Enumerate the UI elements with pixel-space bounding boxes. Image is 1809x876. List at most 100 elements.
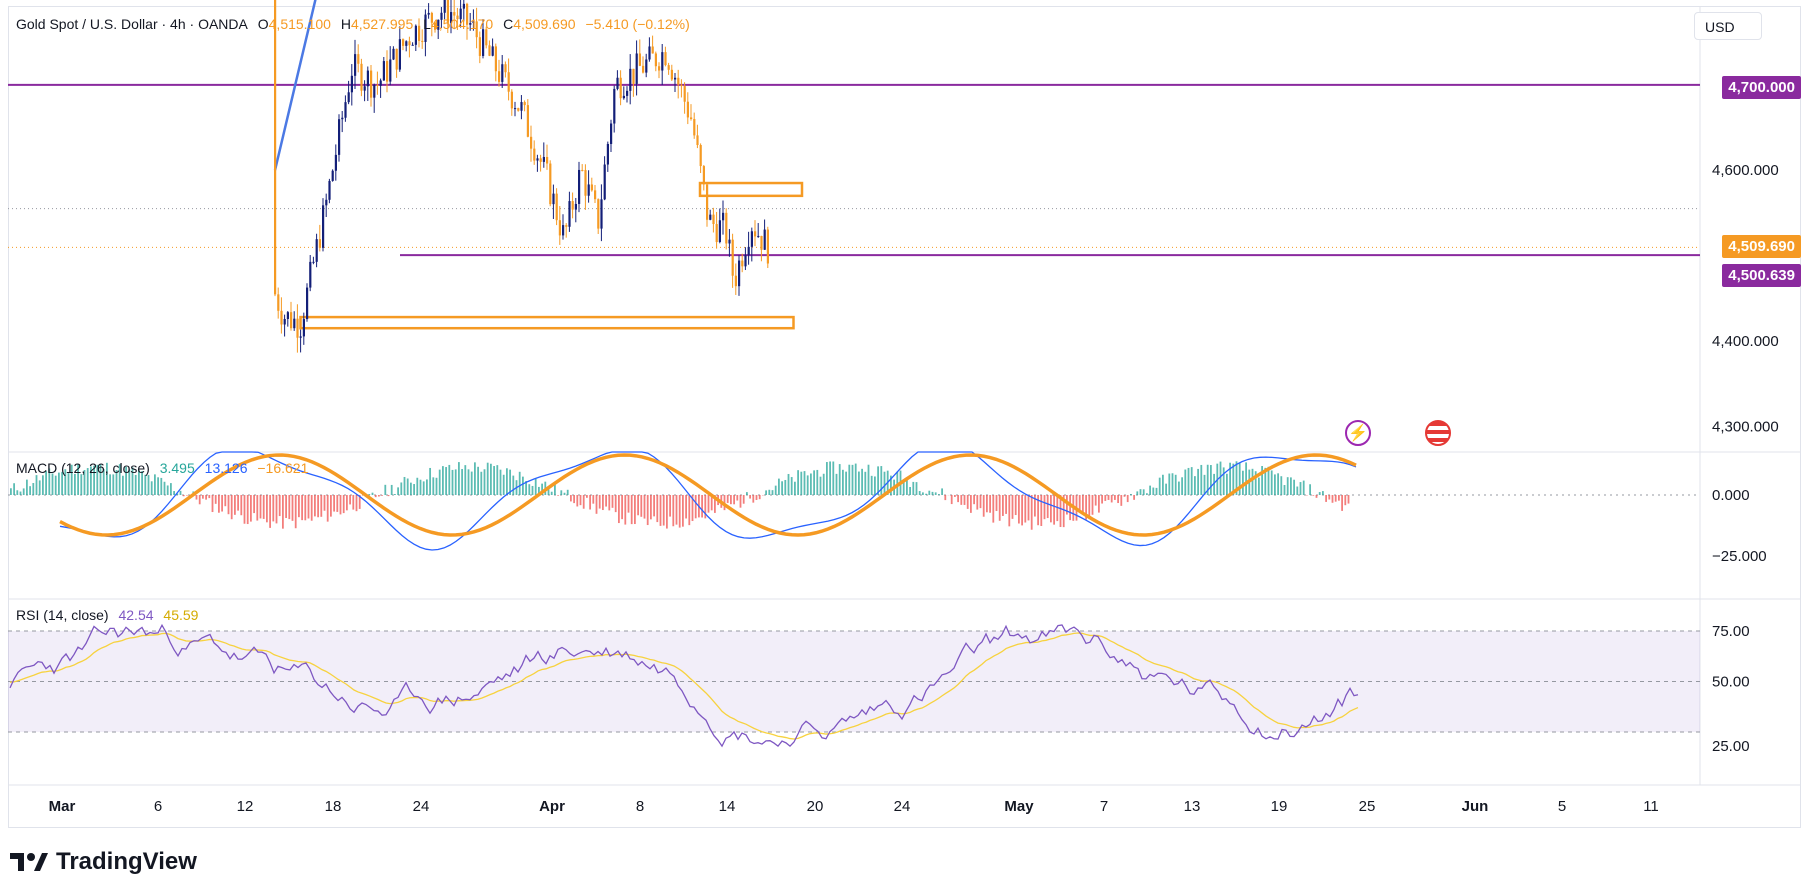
macd-histogram-bar bbox=[19, 491, 22, 495]
macd-histogram-bar bbox=[272, 495, 275, 522]
macd-histogram-bar bbox=[627, 495, 630, 513]
candle-body bbox=[430, 12, 433, 23]
macd-histogram-bar bbox=[205, 495, 207, 500]
macd-histogram-bar bbox=[1030, 495, 1033, 530]
macd-histogram-bar bbox=[1037, 495, 1039, 526]
open-value: 4,515.100 bbox=[268, 16, 331, 32]
macd-histogram-bar bbox=[819, 476, 822, 495]
rsi-label[interactable]: RSI (14, close) bbox=[16, 607, 109, 623]
macd-histogram-bar bbox=[653, 495, 655, 517]
currency-button[interactable]: USD bbox=[1694, 12, 1762, 40]
us-flag-icon[interactable] bbox=[1425, 420, 1451, 446]
candle-body bbox=[296, 318, 299, 338]
rsi-axis-label: 25.00 bbox=[1712, 738, 1750, 755]
macd-histogram-bar bbox=[1146, 493, 1148, 495]
macd-histogram-bar bbox=[829, 461, 831, 495]
macd-histogram-bar bbox=[26, 479, 28, 495]
candle-body bbox=[693, 119, 696, 136]
candle-body bbox=[574, 203, 577, 210]
macd-histogram-bar bbox=[1098, 495, 1100, 513]
macd-histogram-bar bbox=[1219, 461, 1222, 495]
macd-histogram-bar bbox=[618, 495, 620, 524]
macd-histogram-bar bbox=[938, 494, 940, 495]
macd-histogram-bar bbox=[1152, 487, 1155, 495]
candle-body bbox=[306, 287, 309, 320]
candle-body bbox=[558, 220, 561, 236]
macd-histogram-bar bbox=[845, 471, 847, 495]
macd-histogram-bar bbox=[282, 495, 284, 529]
macd-histogram-bar bbox=[394, 494, 396, 495]
macd-histogram-bar bbox=[611, 495, 614, 508]
macd-histogram-bar bbox=[51, 473, 54, 495]
macd-label[interactable]: MACD (12, 26, close) bbox=[16, 460, 150, 476]
macd-histogram-bar bbox=[1280, 476, 1283, 495]
macd-histogram-bar bbox=[1101, 495, 1103, 504]
macd-histogram-bar bbox=[787, 473, 790, 495]
macd-histogram-bar bbox=[64, 469, 67, 495]
macd-histogram-bar bbox=[1338, 495, 1340, 501]
macd-histogram-bar bbox=[890, 475, 892, 495]
macd-histogram-bar bbox=[1133, 495, 1135, 500]
macd-histogram-bar bbox=[432, 477, 435, 495]
macd-histogram-bar bbox=[42, 475, 44, 495]
macd-histogram-bar bbox=[979, 495, 982, 509]
macd-histogram-bar bbox=[416, 477, 419, 495]
macd-histogram-bar bbox=[1274, 474, 1276, 495]
macd-histogram-bar bbox=[1299, 482, 1302, 495]
macd-histogram-bar bbox=[1027, 495, 1030, 521]
macd-histogram-bar bbox=[790, 477, 793, 495]
candle-body bbox=[744, 255, 747, 267]
candle-body bbox=[712, 214, 715, 225]
candle-body bbox=[562, 225, 565, 236]
candle-body bbox=[472, 21, 475, 23]
macd-histogram-bar bbox=[1254, 471, 1257, 495]
candle-body bbox=[696, 135, 699, 145]
time-axis-label: 19 bbox=[1271, 798, 1288, 815]
high-value: 4,527.995 bbox=[350, 16, 414, 32]
macd-axis-label: −25.000 bbox=[1712, 548, 1767, 565]
macd-histogram-bar bbox=[1062, 495, 1065, 528]
price-zone bbox=[299, 315, 795, 330]
macd-histogram-bar bbox=[368, 494, 371, 495]
candle-body bbox=[536, 158, 539, 161]
symbol-name[interactable]: Gold Spot / U.S. Dollar · 4h · OANDA bbox=[16, 16, 248, 32]
time-axis-label: May bbox=[1004, 798, 1034, 815]
candle-body bbox=[370, 70, 373, 98]
macd-histogram-bar bbox=[1104, 495, 1107, 501]
time-axis-label: 24 bbox=[894, 798, 911, 815]
macd-histogram-bar bbox=[682, 495, 684, 527]
macd-legend: MACD (12, 26, close) 3.495 13.126 −16.62… bbox=[16, 460, 314, 476]
macd-histogram-bar bbox=[125, 466, 127, 495]
macd-histogram-bar bbox=[352, 495, 355, 510]
macd-histogram-bar bbox=[250, 495, 252, 522]
high-label: H bbox=[340, 16, 351, 32]
macd-histogram-bar bbox=[688, 495, 691, 526]
macd-histogram-bar bbox=[832, 461, 835, 495]
candle-body bbox=[418, 25, 421, 41]
macd-histogram-bar bbox=[637, 495, 639, 516]
macd-histogram-bar bbox=[490, 463, 492, 495]
macd-histogram-bar bbox=[634, 495, 636, 525]
tradingview-logo[interactable]: TradingView bbox=[10, 848, 197, 876]
candle-body bbox=[328, 180, 331, 200]
macd-histogram-bar bbox=[966, 495, 969, 509]
rsi-ma-line bbox=[9, 632, 1359, 740]
trendline bbox=[273, 0, 317, 171]
macd-histogram-bar bbox=[643, 495, 646, 519]
candle-body bbox=[363, 86, 366, 91]
macd-histogram-bar bbox=[474, 462, 476, 495]
macd-histogram-bar bbox=[704, 495, 707, 519]
macd-histogram-bar bbox=[1242, 470, 1244, 495]
macd-histogram-bar bbox=[870, 475, 873, 495]
candle-body bbox=[584, 170, 587, 196]
lightning-icon[interactable]: ⚡ bbox=[1345, 420, 1371, 446]
candle-body bbox=[411, 44, 414, 46]
macd-histogram-bar bbox=[1334, 495, 1337, 502]
candle-body bbox=[725, 212, 728, 244]
macd-histogram-bar bbox=[925, 493, 927, 495]
candle-body bbox=[309, 261, 312, 288]
macd-histogram-bar bbox=[1213, 473, 1215, 495]
macd-histogram-bar bbox=[1286, 477, 1289, 495]
price-zone bbox=[698, 181, 804, 198]
